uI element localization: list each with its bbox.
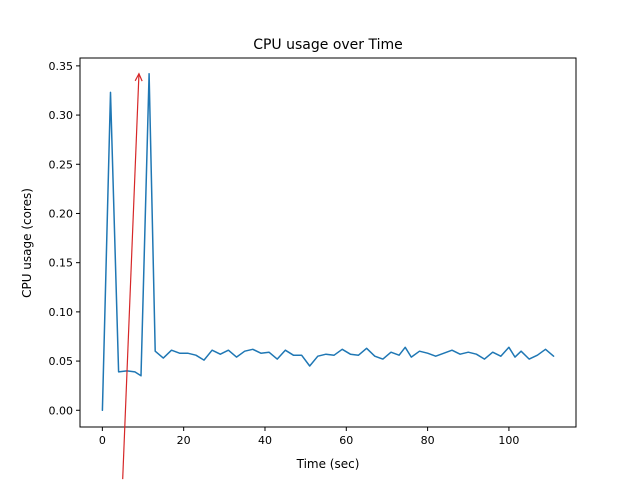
x-tick-label: 40 [258, 434, 272, 447]
y-tick-label: 0.10 [49, 306, 74, 319]
axes-frame [79, 57, 577, 428]
y-tick-label: 0.25 [49, 158, 74, 171]
x-tick-label: 80 [421, 434, 435, 447]
annotation-arrow-line [122, 73, 140, 480]
annotation-arrow [122, 72, 143, 480]
x-axis-label: Time (sec) [296, 457, 360, 471]
plot-area [101, 72, 555, 412]
y-tick-label: 0.00 [49, 404, 74, 417]
y-tick-label: 0.15 [49, 257, 74, 270]
chart-title: CPU usage over Time [253, 37, 403, 53]
y-axis: 0.00 0.05 0.10 0.15 0.20 0.25 0.30 0.35 [49, 60, 80, 417]
annotation-arrow-head [134, 72, 143, 82]
x-axis: 0 20 40 60 80 100 [99, 427, 519, 447]
series-line [101, 72, 555, 412]
x-tick-label: 60 [339, 434, 353, 447]
y-tick-label: 0.20 [49, 207, 74, 220]
x-tick-label: 100 [498, 434, 519, 447]
x-tick-label: 20 [177, 434, 191, 447]
y-tick-label: 0.05 [49, 355, 74, 368]
y-axis-label: CPU usage (cores) [20, 188, 34, 298]
y-tick-label: 0.30 [49, 109, 74, 122]
y-tick-label: 0.35 [49, 60, 74, 73]
x-tick-label: 0 [99, 434, 106, 447]
